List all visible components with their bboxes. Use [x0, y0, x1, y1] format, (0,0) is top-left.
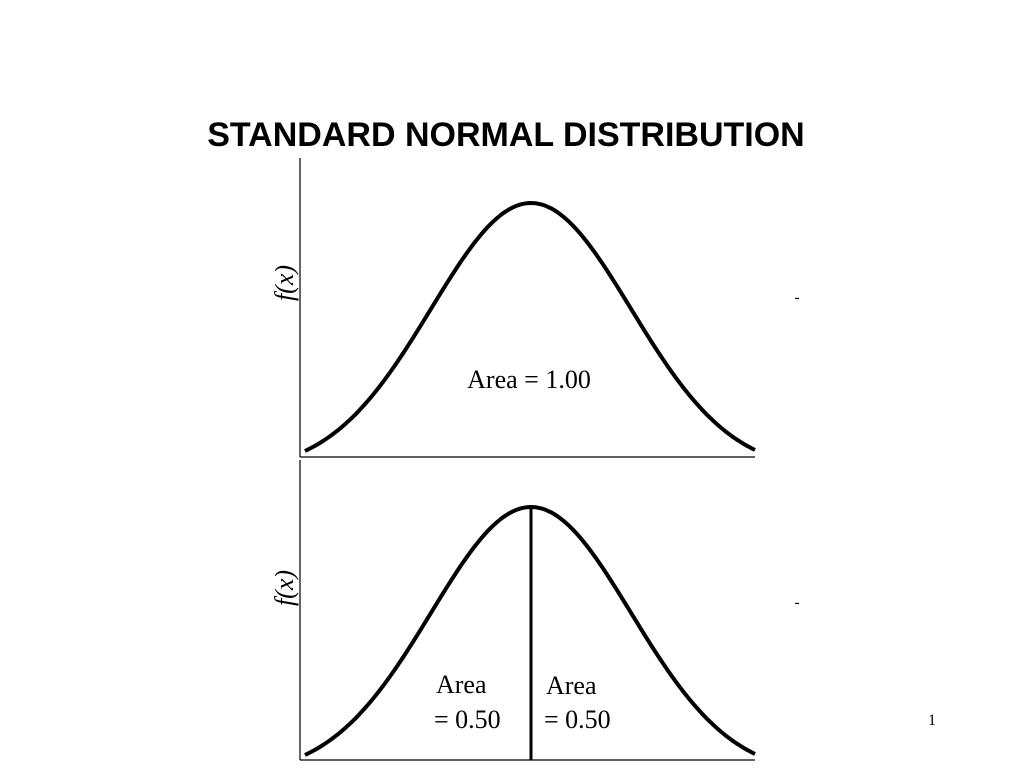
marker: - — [794, 289, 799, 306]
y-axis-label: f(x) — [270, 265, 299, 301]
panel-bottom: f(x) Area = 0.50 Area = 0.50 - — [270, 460, 800, 761]
slide-title: STANDARD NORMAL DISTRIBUTION — [207, 116, 805, 154]
marker: - — [794, 594, 799, 611]
page-number: 1 — [928, 712, 936, 729]
panel-top: f(x) Area = 1.00 - — [270, 158, 800, 458]
area-label: Area — [436, 670, 487, 699]
area-label: Area = 1.00 — [467, 365, 591, 394]
normal-curve — [304, 201, 756, 453]
area-label: = 0.50 — [434, 705, 501, 734]
y-axis-label: f(x) — [270, 570, 299, 606]
area-label: = 0.50 — [544, 705, 611, 734]
area-label: Area — [546, 671, 597, 700]
